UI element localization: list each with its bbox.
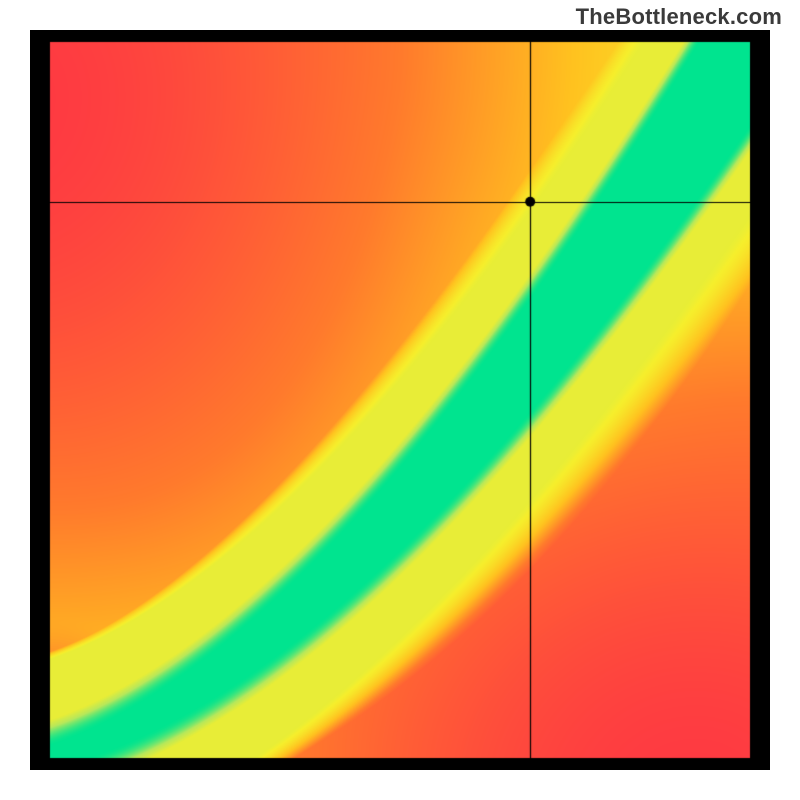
heatmap-plot xyxy=(30,30,770,770)
heatmap-canvas xyxy=(30,30,770,770)
watermark-text: TheBottleneck.com xyxy=(576,4,782,30)
